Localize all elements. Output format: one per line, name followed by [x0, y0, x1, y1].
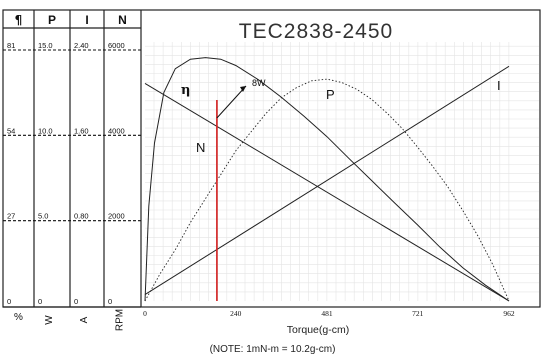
outer-border — [2, 9, 541, 308]
scale-tick-N: 0 — [108, 297, 112, 306]
scale-header-P: P — [48, 13, 56, 27]
rated-power-label: 8W — [252, 78, 266, 88]
scale-tick-eta: 81 — [7, 41, 15, 50]
series-line-N — [144, 82, 510, 302]
chart-title: TEC2838-2450 — [239, 20, 393, 43]
scale-tick-P: 5.0 — [38, 212, 48, 221]
scale-unit-N: RPM — [115, 309, 126, 331]
scale-tick-N: 2000 — [108, 212, 125, 221]
x-tick-label: 481 — [321, 309, 333, 318]
rated-point-marker: 8W — [216, 78, 266, 301]
series-labels: η P I N — [181, 78, 501, 155]
arrowhead-icon — [240, 86, 246, 92]
grid — [145, 42, 539, 301]
scale-unit-P: W — [44, 315, 55, 325]
scale-tick-I: 2.40 — [74, 41, 89, 50]
x-tick-label: 240 — [230, 309, 242, 318]
scale-header-N: N — [118, 13, 127, 27]
y-scales: ¶8154270%P15.010.05.00WI2.401.600.800AN6… — [3, 13, 141, 331]
scale-tick-N: 4000 — [108, 126, 125, 135]
scale-tick-eta: 27 — [7, 212, 15, 221]
series-line-I — [144, 65, 510, 296]
series-line-eta — [144, 57, 510, 302]
scale-tick-eta: 0 — [7, 297, 11, 306]
scale-tick-P: 0 — [38, 297, 42, 306]
eta-symbol-icon: ¶ — [15, 13, 23, 27]
x-tick-label: 721 — [412, 309, 424, 318]
x-tick-label: 962 — [503, 309, 515, 318]
series-label-N: N — [196, 140, 205, 155]
scale-unit-eta: % — [14, 312, 23, 323]
unit-note: (NOTE: 1mN-m = 10.2g-cm) — [209, 344, 336, 355]
scale-tick-P: 15.0 — [38, 41, 53, 50]
scale-unit-I: A — [79, 316, 90, 323]
series-lines — [144, 57, 510, 302]
series-label-I: I — [497, 78, 501, 93]
scale-tick-I: 1.60 — [74, 126, 89, 135]
scale-tick-I: 0 — [74, 297, 78, 306]
series-label-eta: η — [181, 83, 190, 98]
scale-tick-P: 10.0 — [38, 126, 53, 135]
x-tick-label: 0 — [143, 309, 147, 318]
callout-arrow-line — [216, 85, 247, 119]
chart-frame — [2, 9, 541, 308]
x-tick-labels: 0 240 481 721 962 — [143, 309, 515, 318]
scale-tick-N: 6000 — [108, 41, 125, 50]
scale-tick-eta: 54 — [7, 126, 15, 135]
scale-tick-I: 0.80 — [74, 212, 89, 221]
series-label-P: P — [326, 87, 335, 102]
x-axis-label: Torque(g-cm) — [287, 324, 349, 336]
scale-header-I: I — [85, 13, 88, 27]
